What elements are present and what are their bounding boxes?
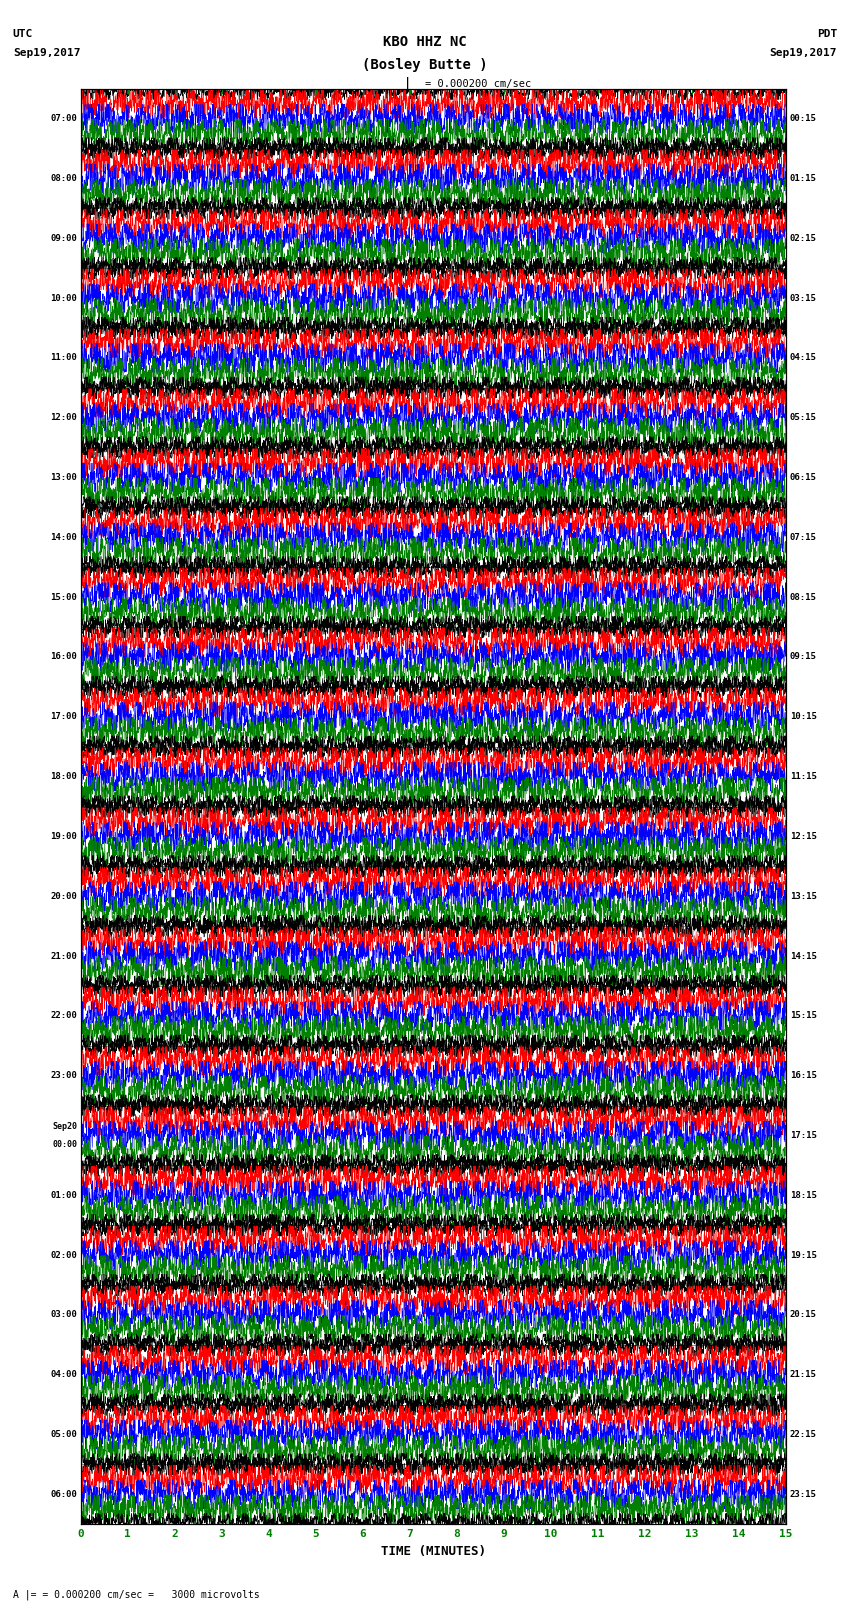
Text: 18:00: 18:00	[50, 773, 77, 781]
Text: 01:15: 01:15	[790, 174, 817, 182]
Text: 23:15: 23:15	[790, 1490, 817, 1498]
Text: 10:15: 10:15	[790, 713, 817, 721]
Text: 17:00: 17:00	[50, 713, 77, 721]
Text: 23:00: 23:00	[50, 1071, 77, 1081]
Text: 09:15: 09:15	[790, 653, 817, 661]
Text: 03:15: 03:15	[790, 294, 817, 303]
Text: 00:15: 00:15	[790, 115, 817, 123]
Text: 08:15: 08:15	[790, 592, 817, 602]
Text: 05:00: 05:00	[50, 1431, 77, 1439]
Text: 19:00: 19:00	[50, 832, 77, 840]
Text: (Bosley Butte ): (Bosley Butte )	[362, 58, 488, 73]
Text: 01:00: 01:00	[50, 1190, 77, 1200]
Text: KBO HHZ NC: KBO HHZ NC	[383, 35, 467, 50]
Text: 14:15: 14:15	[790, 952, 817, 960]
Text: 22:00: 22:00	[50, 1011, 77, 1021]
Text: 00:00: 00:00	[52, 1140, 77, 1148]
Text: 07:00: 07:00	[50, 115, 77, 123]
Text: 06:00: 06:00	[50, 1490, 77, 1498]
Text: 03:00: 03:00	[50, 1310, 77, 1319]
Text: = 0.000200 cm/sec: = 0.000200 cm/sec	[425, 79, 531, 89]
Text: 21:00: 21:00	[50, 952, 77, 960]
Text: 09:00: 09:00	[50, 234, 77, 242]
Text: 14:00: 14:00	[50, 532, 77, 542]
Text: 11:00: 11:00	[50, 353, 77, 363]
Text: Sep19,2017: Sep19,2017	[13, 48, 80, 58]
Text: 02:00: 02:00	[50, 1250, 77, 1260]
Text: 18:15: 18:15	[790, 1190, 817, 1200]
Text: Sep19,2017: Sep19,2017	[770, 48, 837, 58]
Text: 13:00: 13:00	[50, 473, 77, 482]
Text: 06:15: 06:15	[790, 473, 817, 482]
Text: 16:00: 16:00	[50, 653, 77, 661]
Text: 16:15: 16:15	[790, 1071, 817, 1081]
X-axis label: TIME (MINUTES): TIME (MINUTES)	[381, 1545, 486, 1558]
Text: 13:15: 13:15	[790, 892, 817, 900]
Text: A |= = 0.000200 cm/sec =   3000 microvolts: A |= = 0.000200 cm/sec = 3000 microvolts	[13, 1589, 259, 1600]
Text: 11:15: 11:15	[790, 773, 817, 781]
Text: PDT: PDT	[817, 29, 837, 39]
Text: 10:00: 10:00	[50, 294, 77, 303]
Text: Sep20: Sep20	[52, 1123, 77, 1131]
Text: 12:00: 12:00	[50, 413, 77, 423]
Text: 12:15: 12:15	[790, 832, 817, 840]
Text: UTC: UTC	[13, 29, 33, 39]
Text: 02:15: 02:15	[790, 234, 817, 242]
Text: 22:15: 22:15	[790, 1431, 817, 1439]
Text: |: |	[404, 77, 412, 94]
Text: 20:00: 20:00	[50, 892, 77, 900]
Text: 15:15: 15:15	[790, 1011, 817, 1021]
Text: 04:15: 04:15	[790, 353, 817, 363]
Text: 08:00: 08:00	[50, 174, 77, 182]
Text: 20:15: 20:15	[790, 1310, 817, 1319]
Text: 15:00: 15:00	[50, 592, 77, 602]
Text: 04:00: 04:00	[50, 1371, 77, 1379]
Text: 17:15: 17:15	[790, 1131, 817, 1140]
Text: 05:15: 05:15	[790, 413, 817, 423]
Text: 19:15: 19:15	[790, 1250, 817, 1260]
Text: 07:15: 07:15	[790, 532, 817, 542]
Text: 21:15: 21:15	[790, 1371, 817, 1379]
